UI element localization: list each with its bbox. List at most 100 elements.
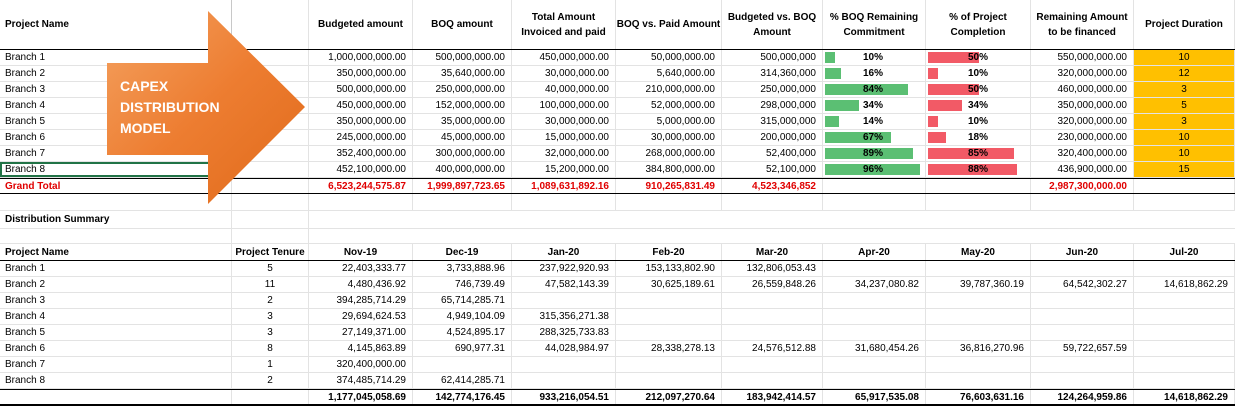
summary-value-cell[interactable]: 47,582,143.39 <box>512 277 616 292</box>
summary-value-cell[interactable] <box>1031 325 1134 340</box>
boq-remaining-cell[interactable]: 96% <box>823 162 926 177</box>
budget-boq-cell[interactable]: 500,000,000 <box>722 50 823 65</box>
summary-value-cell[interactable]: 30,625,189.61 <box>616 277 722 292</box>
header-budget-boq[interactable]: Budgeted vs. BOQ Amount <box>722 0 823 49</box>
summary-value-cell[interactable]: 34,237,080.82 <box>823 277 926 292</box>
summary-value-cell[interactable] <box>926 293 1031 308</box>
boq-cell[interactable]: 400,000,000.00 <box>413 162 512 177</box>
summary-header-project-name[interactable]: Project Name <box>0 244 232 260</box>
summary-value-cell[interactable] <box>512 373 616 388</box>
invoiced-cell[interactable]: 15,000,000.00 <box>512 130 616 145</box>
summary-value-cell[interactable]: 31,680,454.26 <box>823 341 926 356</box>
summary-branch-name[interactable]: Branch 2 <box>0 277 232 292</box>
summary-tenure-cell[interactable]: 8 <box>232 341 309 356</box>
boq-cell[interactable]: 152,000,000.00 <box>413 98 512 113</box>
summary-value-cell[interactable] <box>616 373 722 388</box>
remaining-cell[interactable]: 320,000,000.00 <box>1031 114 1134 129</box>
summary-total-cell[interactable]: 933,216,054.51 <box>512 390 616 404</box>
boq-remaining-cell[interactable]: 10% <box>823 50 926 65</box>
total-budgeted[interactable]: 6,523,244,575.87 <box>309 179 413 193</box>
header-boq-remaining[interactable]: % BOQ Remaining Commitment <box>823 0 926 49</box>
summary-value-cell[interactable]: 22,403,333.77 <box>309 261 413 276</box>
budgeted-cell[interactable]: 500,000,000.00 <box>309 82 413 97</box>
boq-cell[interactable]: 250,000,000.00 <box>413 82 512 97</box>
summary-value-cell[interactable] <box>823 309 926 324</box>
summary-tenure-cell[interactable]: 2 <box>232 373 309 388</box>
summary-value-cell[interactable] <box>722 325 823 340</box>
summary-branch-name[interactable]: Branch 1 <box>0 261 232 276</box>
summary-value-cell[interactable]: 132,806,053.43 <box>722 261 823 276</box>
summary-value-cell[interactable] <box>413 357 512 372</box>
boq-paid-cell[interactable]: 30,000,000.00 <box>616 130 722 145</box>
summary-value-cell[interactable] <box>926 357 1031 372</box>
invoiced-cell[interactable]: 450,000,000.00 <box>512 50 616 65</box>
boq-paid-cell[interactable]: 384,800,000.00 <box>616 162 722 177</box>
budgeted-cell[interactable]: 1,000,000,000.00 <box>309 50 413 65</box>
completion-cell[interactable]: 34% <box>926 98 1031 113</box>
budget-boq-cell[interactable]: 52,400,000 <box>722 146 823 161</box>
header-duration[interactable]: Project Duration <box>1134 0 1235 49</box>
summary-value-cell[interactable] <box>1134 341 1235 356</box>
summary-value-cell[interactable] <box>616 357 722 372</box>
remaining-cell[interactable]: 436,900,000.00 <box>1031 162 1134 177</box>
boq-paid-cell[interactable]: 52,000,000.00 <box>616 98 722 113</box>
summary-value-cell[interactable]: 288,325,733.83 <box>512 325 616 340</box>
summary-value-cell[interactable] <box>1134 261 1235 276</box>
header-completion[interactable]: % of Project Completion <box>926 0 1031 49</box>
budgeted-cell[interactable]: 350,000,000.00 <box>309 66 413 81</box>
summary-branch-name[interactable]: Branch 7 <box>0 357 232 372</box>
duration-cell[interactable]: 3 <box>1134 114 1235 129</box>
summary-value-cell[interactable] <box>823 293 926 308</box>
summary-value-cell[interactable]: 64,542,302.27 <box>1031 277 1134 292</box>
completion-cell[interactable]: 88% <box>926 162 1031 177</box>
summary-value-cell[interactable]: 320,400,000.00 <box>309 357 413 372</box>
duration-cell[interactable]: 15 <box>1134 162 1235 177</box>
boq-paid-cell[interactable]: 50,000,000.00 <box>616 50 722 65</box>
duration-cell[interactable]: 3 <box>1134 82 1235 97</box>
total-boq-paid[interactable]: 910,265,831.49 <box>616 179 722 193</box>
boq-cell[interactable]: 300,000,000.00 <box>413 146 512 161</box>
summary-value-cell[interactable]: 24,576,512.88 <box>722 341 823 356</box>
summary-value-cell[interactable] <box>926 373 1031 388</box>
summary-value-cell[interactable]: 4,949,104.09 <box>413 309 512 324</box>
summary-value-cell[interactable]: 4,145,863.89 <box>309 341 413 356</box>
summary-total-cell[interactable]: 142,774,176.45 <box>413 390 512 404</box>
summary-value-cell[interactable]: 65,714,285.71 <box>413 293 512 308</box>
remaining-cell[interactable]: 550,000,000.00 <box>1031 50 1134 65</box>
invoiced-cell[interactable]: 32,000,000.00 <box>512 146 616 161</box>
header-boq-paid[interactable]: BOQ vs. Paid Amount <box>616 0 722 49</box>
budget-boq-cell[interactable]: 200,000,000 <box>722 130 823 145</box>
month-header[interactable]: Jan-20 <box>512 244 616 260</box>
completion-cell[interactable]: 50% <box>926 50 1031 65</box>
summary-value-cell[interactable] <box>1031 293 1134 308</box>
summary-value-cell[interactable]: 14,618,862.29 <box>1134 277 1235 292</box>
boq-cell[interactable]: 500,000,000.00 <box>413 50 512 65</box>
header-boq[interactable]: BOQ amount <box>413 0 512 49</box>
boq-cell[interactable]: 35,000,000.00 <box>413 114 512 129</box>
summary-total-cell[interactable]: 14,618,862.29 <box>1134 390 1235 404</box>
remaining-cell[interactable]: 320,000,000.00 <box>1031 66 1134 81</box>
summary-tenure-cell[interactable]: 11 <box>232 277 309 292</box>
boq-remaining-cell[interactable]: 84% <box>823 82 926 97</box>
summary-value-cell[interactable]: 29,694,624.53 <box>309 309 413 324</box>
invoiced-cell[interactable]: 30,000,000.00 <box>512 66 616 81</box>
budgeted-cell[interactable]: 352,400,000.00 <box>309 146 413 161</box>
summary-value-cell[interactable]: 36,816,270.96 <box>926 341 1031 356</box>
grand-total-label[interactable]: Grand Total <box>0 179 232 193</box>
month-header[interactable]: Dec-19 <box>413 244 512 260</box>
duration-cell[interactable]: 10 <box>1134 146 1235 161</box>
boq-paid-cell[interactable]: 268,000,000.00 <box>616 146 722 161</box>
summary-value-cell[interactable]: 62,414,285.71 <box>413 373 512 388</box>
summary-value-cell[interactable]: 394,285,714.29 <box>309 293 413 308</box>
summary-total-cell[interactable]: 65,917,535.08 <box>823 390 926 404</box>
budget-boq-cell[interactable]: 315,000,000 <box>722 114 823 129</box>
budget-boq-cell[interactable]: 298,000,000 <box>722 98 823 113</box>
month-header[interactable]: Jul-20 <box>1134 244 1235 260</box>
summary-branch-name[interactable]: Branch 3 <box>0 293 232 308</box>
summary-value-cell[interactable] <box>722 373 823 388</box>
budget-boq-cell[interactable]: 52,100,000 <box>722 162 823 177</box>
summary-tenure-cell[interactable]: 3 <box>232 309 309 324</box>
summary-tenure-cell[interactable]: 5 <box>232 261 309 276</box>
boq-remaining-cell[interactable]: 16% <box>823 66 926 81</box>
completion-cell[interactable]: 85% <box>926 146 1031 161</box>
